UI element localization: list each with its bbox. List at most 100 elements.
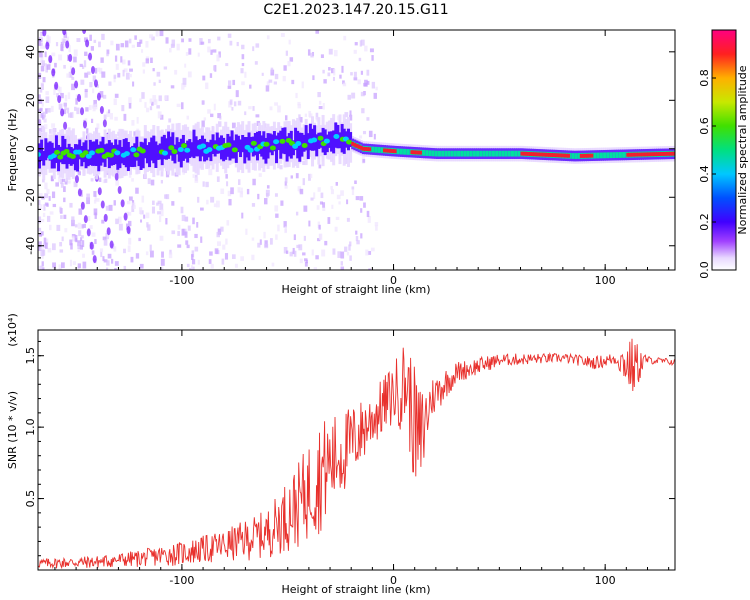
heatmap-noise-cell xyxy=(252,46,255,52)
heatmap-noise-cell xyxy=(375,86,378,91)
heatmap-inner-cell xyxy=(476,150,480,157)
heatmap-inner-cell xyxy=(171,149,178,155)
heatmap-noise-cell xyxy=(95,67,98,74)
heatmap-noise-cell xyxy=(42,212,46,217)
heatmap-noise-cell xyxy=(212,49,217,53)
heatmap-noise-cell xyxy=(200,207,204,211)
heatmap-streak-cell xyxy=(57,95,62,104)
heatmap-noise-cell xyxy=(71,76,75,80)
heatmap-noise-cell xyxy=(40,42,43,46)
heatmap-noise-cell xyxy=(135,253,140,259)
heatmap-noise-cell xyxy=(40,44,43,49)
heatmap-peak-cell xyxy=(567,153,571,158)
heatmap-noise-cell xyxy=(87,216,91,221)
heatmap-noise-cell xyxy=(370,247,375,252)
heatmap-core-cell xyxy=(148,142,152,168)
heatmap-noise-cell xyxy=(113,74,117,79)
heatmap-noise-cell xyxy=(197,196,200,203)
heatmap-noise-cell xyxy=(186,263,190,268)
heatmap-noise-cell xyxy=(303,205,308,212)
heatmap-inner-cell xyxy=(177,147,184,153)
heatmap-inner-cell xyxy=(609,152,613,159)
heatmap-noise-cell xyxy=(38,120,42,127)
heatmap-noise-cell xyxy=(186,244,190,249)
heatmap-noise-cell xyxy=(131,120,135,126)
heatmap-noise-cell xyxy=(284,177,288,184)
heatmap-noise-cell xyxy=(57,86,61,92)
heatmap-noise-cell xyxy=(94,103,98,110)
heatmap-inner-cell xyxy=(501,150,505,157)
heatmap-peak-cell xyxy=(660,152,664,156)
heatmap-noise-cell xyxy=(340,261,343,266)
heatmap-noise-cell xyxy=(65,177,69,183)
heatmap-noise-cell xyxy=(302,161,306,166)
heatmap-core-cell xyxy=(137,147,141,167)
heatmap-core-cell xyxy=(239,139,243,158)
heatmap-noise-cell xyxy=(210,49,213,55)
heatmap-noise-cell xyxy=(208,169,213,176)
heatmap-noise-cell xyxy=(42,77,46,83)
heatmap-noise-cell xyxy=(291,79,295,85)
heatmap-noise-cell xyxy=(109,113,113,120)
heatmap-peak-cell xyxy=(361,146,365,151)
heatmap-noise-cell xyxy=(68,113,73,118)
heatmap-noise-cell xyxy=(284,184,288,189)
heatmap-noise-cell xyxy=(328,48,333,55)
heatmap-core-cell xyxy=(42,150,46,166)
heatmap-noise-cell xyxy=(106,49,110,55)
heatmap-streak-cell xyxy=(103,213,108,222)
heatmap-noise-cell xyxy=(158,79,161,84)
heatmap-peak-cell xyxy=(391,149,395,153)
heatmap-noise-cell xyxy=(199,38,203,45)
heatmap-peak-cell xyxy=(366,147,370,152)
heatmap-noise-cell xyxy=(207,38,211,44)
heatmap-noise-cell xyxy=(349,241,352,247)
snr-x-tick-label: 0 xyxy=(390,574,397,587)
heatmap-noise-cell xyxy=(68,45,71,53)
heatmap-noise-cell xyxy=(373,92,377,99)
heatmap-noise-cell xyxy=(49,224,52,231)
heatmap-streak-cell xyxy=(99,106,104,114)
heatmap-noise-cell xyxy=(227,190,232,197)
heatmap-noise-cell xyxy=(322,207,326,211)
heatmap-noise-cell xyxy=(338,201,341,205)
heatmap-noise-cell xyxy=(266,35,270,40)
heatmap-noise-cell xyxy=(366,80,370,85)
heatmap-noise-cell xyxy=(246,188,250,195)
heatmap-noise-cell xyxy=(255,43,260,48)
heatmap-noise-cell xyxy=(77,263,82,269)
heatmap-noise-cell xyxy=(296,244,301,249)
heatmap-inner-cell xyxy=(273,139,280,145)
heatmap-noise-cell xyxy=(108,204,113,211)
heatmap-core-cell xyxy=(268,133,272,153)
heatmap-inner-cell xyxy=(517,150,521,157)
heatmap-noise-cell xyxy=(84,72,89,78)
heatmap-noise-cell xyxy=(84,51,88,56)
heatmap-noise-cell xyxy=(113,246,117,252)
heatmap-noise-cell xyxy=(66,73,71,78)
heatmap-noise-cell xyxy=(123,113,127,121)
heatmap-inner-cell xyxy=(371,146,375,153)
heatmap-core-cell xyxy=(264,137,268,164)
heatmap-noise-cell xyxy=(209,251,213,256)
heatmap-inner-cell xyxy=(139,148,146,154)
colorbar-tick-label: 0.8 xyxy=(698,69,711,87)
heatmap-peak-cell xyxy=(581,153,585,158)
heatmap-noise-cell xyxy=(317,187,321,192)
heatmap-core-cell xyxy=(48,141,52,161)
heatmap-inner-cell xyxy=(618,152,622,158)
heatmap-noise-cell xyxy=(302,178,305,186)
heatmap-noise-cell xyxy=(164,95,168,100)
heatmap-core-cell xyxy=(243,136,247,164)
heatmap-inner-cell xyxy=(577,153,581,159)
heatmap-noise-cell xyxy=(216,231,220,238)
heatmap-noise-cell xyxy=(248,106,252,110)
heatmap-streak-cell xyxy=(68,53,73,62)
heatmap-noise-cell xyxy=(165,37,169,44)
heatmap-noise-cell xyxy=(178,187,182,193)
heatmap-streak-cell xyxy=(82,30,87,34)
heatmap-inner-cell xyxy=(599,152,603,159)
heatmap-inner-cell xyxy=(434,150,438,157)
heatmap-noise-cell xyxy=(106,111,110,118)
heatmap-noise-cell xyxy=(303,235,306,241)
